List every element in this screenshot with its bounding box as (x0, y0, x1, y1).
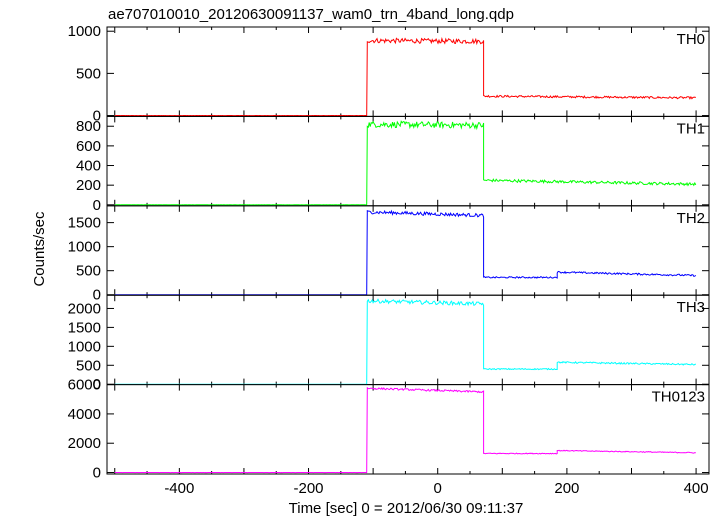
panel-th1: 0 200 400 600 800 TH1 (76, 115, 710, 214)
panel-th0: 0 500 1000 TH0 (68, 23, 710, 125)
x-tick-label: -400 (164, 480, 194, 497)
y-tick-label: 500 (76, 357, 101, 374)
series-th2-line (114, 209, 697, 296)
chart-title: ae707010010_20120630091137_wam0_trn_4ban… (108, 6, 514, 23)
y-tick-label: 4000 (68, 406, 101, 423)
panel-name: TH3 (677, 299, 705, 316)
y-tick-label: 2000 (68, 435, 101, 452)
x-tick-label: 0 (434, 480, 442, 497)
x-axis-label: Time [sec] 0 = 2012/06/30 09:11:37 (289, 500, 524, 516)
series-th0123-line (114, 386, 696, 474)
panels-group: 0 500 1000 TH0 0 200 400 600 800 TH1 0 500 1000 1500 T… (68, 23, 710, 497)
series-th1-line (114, 120, 697, 206)
panel-name: TH2 (677, 210, 705, 227)
panel-th3: 0 500 1000 1500 2000 TH3 (68, 294, 710, 393)
y-tick-label: 500 (76, 263, 101, 280)
y-tick-label: 1000 (68, 338, 101, 355)
x-tick-label: 400 (684, 480, 709, 497)
y-axis-label: Counts/sec (31, 211, 48, 287)
x-tick-label: 200 (554, 480, 579, 497)
y-tick-label: 600 (76, 138, 101, 155)
y-tick-label: 2000 (68, 300, 101, 317)
y-tick-label: 400 (76, 158, 101, 175)
panel-frame (106, 115, 710, 207)
panel-th2: 0 500 1000 1500 TH2 (68, 205, 710, 304)
x-tick-label: -200 (294, 480, 324, 497)
y-tick-label: 0 (93, 376, 101, 393)
y-tick-label: 0 (93, 465, 101, 482)
series-th0-line (114, 36, 696, 117)
series-th3-line (114, 298, 697, 385)
y-tick-label: 1000 (68, 239, 101, 256)
y-tick-label: 800 (76, 118, 101, 135)
panel-name: TH0 (677, 31, 705, 48)
y-tick-label: 200 (76, 177, 101, 194)
y-tick-label: 1500 (68, 215, 101, 232)
y-tick-label: 0 (93, 287, 101, 304)
y-tick-label: 0 (93, 197, 101, 214)
panel-frame (106, 384, 710, 475)
y-tick-label: 0 (93, 108, 101, 125)
panel-frame (106, 205, 710, 296)
y-tick-label: 1000 (68, 23, 101, 40)
panel-name: TH1 (677, 120, 705, 137)
y-tick-label: 6000 (68, 377, 101, 394)
panel-th0123: 0 2000 4000 6000 TH0123 (68, 377, 710, 482)
panel-frame (106, 294, 710, 386)
y-tick-label: 500 (76, 65, 101, 82)
y-tick-label: 1500 (68, 319, 101, 336)
panel-name: TH0123 (652, 389, 705, 406)
